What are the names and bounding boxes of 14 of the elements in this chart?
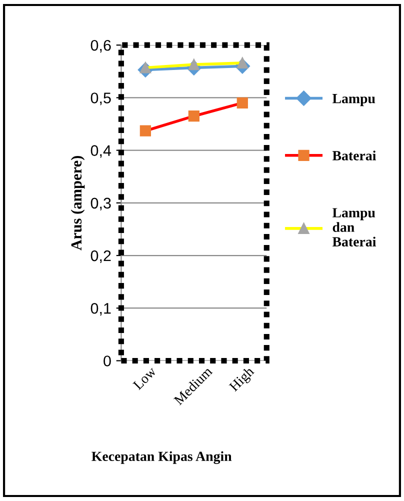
y-tick-label: 0,4 <box>90 145 112 158</box>
y-tick-label: 0,2 <box>90 250 111 263</box>
x-tick-label: High <box>228 366 257 394</box>
x-axis-title: Kecepatan Kipas Angin <box>92 451 232 464</box>
y-tick-label: 0,6 <box>90 40 111 53</box>
y-tick-label: 0,5 <box>90 92 111 106</box>
y-tick-label: 0 <box>104 356 111 366</box>
y-tick-label: 0,3 <box>90 198 111 210</box>
legend-label: Lampu dan Baterai <box>332 208 376 246</box>
y-axis-title: Arus (ampere) <box>70 156 85 250</box>
legend-label: Lampu <box>332 94 376 106</box>
y-tick-label: 0,1 <box>90 302 111 316</box>
legend-label: Baterai <box>332 150 376 160</box>
x-tick-label: Low <box>132 366 157 390</box>
